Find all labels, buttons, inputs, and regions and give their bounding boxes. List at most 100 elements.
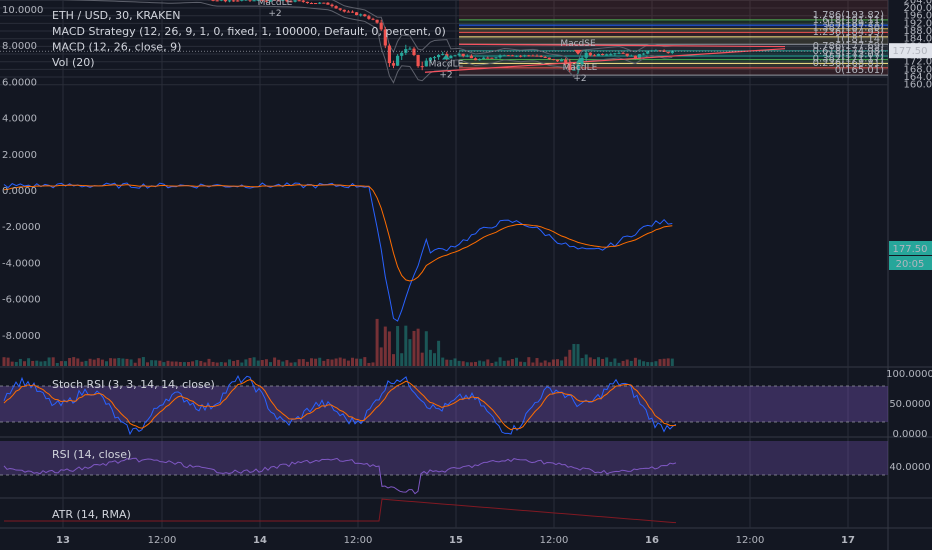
volume-bar [523,362,527,366]
volume-bar [10,361,14,366]
volume-bar [428,349,432,366]
volume-bar [109,358,113,366]
volume-bar [359,358,363,366]
candle-body [223,0,227,2]
volume-bar [117,357,121,366]
volume-bar [584,354,588,366]
candle-body [355,12,359,16]
candle-body [498,55,502,58]
volume-bar [580,358,584,366]
volume-bar [506,360,510,366]
candle-body [642,53,646,55]
price-axis-label: 204.00 [904,0,932,6]
volume-bar [346,360,350,366]
macd-axis-label: 4.0000 [2,114,37,125]
candle-body [568,62,572,71]
fib-zone [459,32,888,37]
volume-bar [297,359,301,366]
volume-bar [59,361,63,366]
fib-level-label: 0.382(171.17) [813,53,885,64]
arrow-down-icon [574,49,582,55]
volume-bar [510,359,514,366]
candle-body [670,51,674,53]
volume-bar [433,353,436,366]
volume-bar [531,362,535,366]
volume-bar [2,357,6,366]
volume-bar [146,362,149,366]
strategy-signal-label: MacdSE [560,39,596,49]
fib-level-label: 0.236(168.81) [813,58,885,69]
candle-body [268,0,273,2]
candle-body [510,55,514,57]
volume-bar [334,358,338,366]
volume-bar [88,358,92,366]
candle-body [318,2,322,4]
atr-title: ATR (14, RMA) [52,508,131,521]
volume-bar [318,357,322,366]
candle-body [486,57,490,59]
volume-bar [633,357,637,366]
volume-bar [166,360,170,366]
volume-bar [121,358,125,366]
macd-axis-label: -2.0000 [2,222,41,233]
rsi-line [3,457,677,495]
volume-bar [203,362,207,366]
volume-bar [162,362,166,366]
volume-bar [14,361,18,366]
volume-bar [211,361,215,366]
volume-bar [568,349,572,366]
volume-bar [39,361,43,366]
candle-body [523,55,527,57]
candle-body [256,0,260,1]
candle-body [420,66,424,68]
volume-bar [412,330,416,366]
volume-bar [654,361,658,366]
candle-body [453,55,457,57]
volume-bar [174,361,178,366]
candle-body [502,55,506,57]
candle-body [338,8,342,10]
volume-bar [572,343,576,366]
price-axis-label: 192.00 [904,18,932,29]
volume-bar [408,339,412,366]
candle-body [322,2,326,4]
candle-body [617,52,621,54]
volume-bar [6,357,10,366]
macd-axis-label: -6.0000 [2,295,41,306]
volume-bar [96,358,100,366]
last-price-tag [889,241,932,255]
volume-bar [453,358,457,366]
candle-body [396,55,400,66]
volume-bar [236,359,240,366]
volume-bar [437,340,441,366]
macd-axis-label: 0.0000 [2,186,37,197]
strategy-signal-qty: +2 [573,74,586,84]
candle-body [576,64,580,70]
stoch-axis-label: 0.0000 [893,429,928,440]
volume-bar [597,357,600,366]
volume-bar [662,358,666,366]
price-axis-label: 188.00 [904,26,932,37]
volume-bar [133,362,137,366]
volume-bar [232,361,236,366]
volume-bar [338,357,342,366]
volume-bar [342,358,346,366]
fib-zone [459,25,888,29]
atr-line [4,498,677,524]
candle-body [555,59,560,62]
fib-level-label: 1.236(184.95) [813,27,885,38]
x-axis-tick-label: 15 [449,535,463,546]
volume-bar [396,326,400,366]
candle-body [506,55,510,57]
volume-bar [601,358,605,366]
volume-bar [515,357,518,366]
volume-bar [367,362,371,366]
volume-bar [535,358,539,366]
volume-bar [457,360,461,366]
x-axis-tick-label: 12:00 [344,535,373,546]
fib-level-label: 1.618(191.11) [813,15,885,26]
volume-bar [650,362,654,366]
candle-body [215,0,219,2]
